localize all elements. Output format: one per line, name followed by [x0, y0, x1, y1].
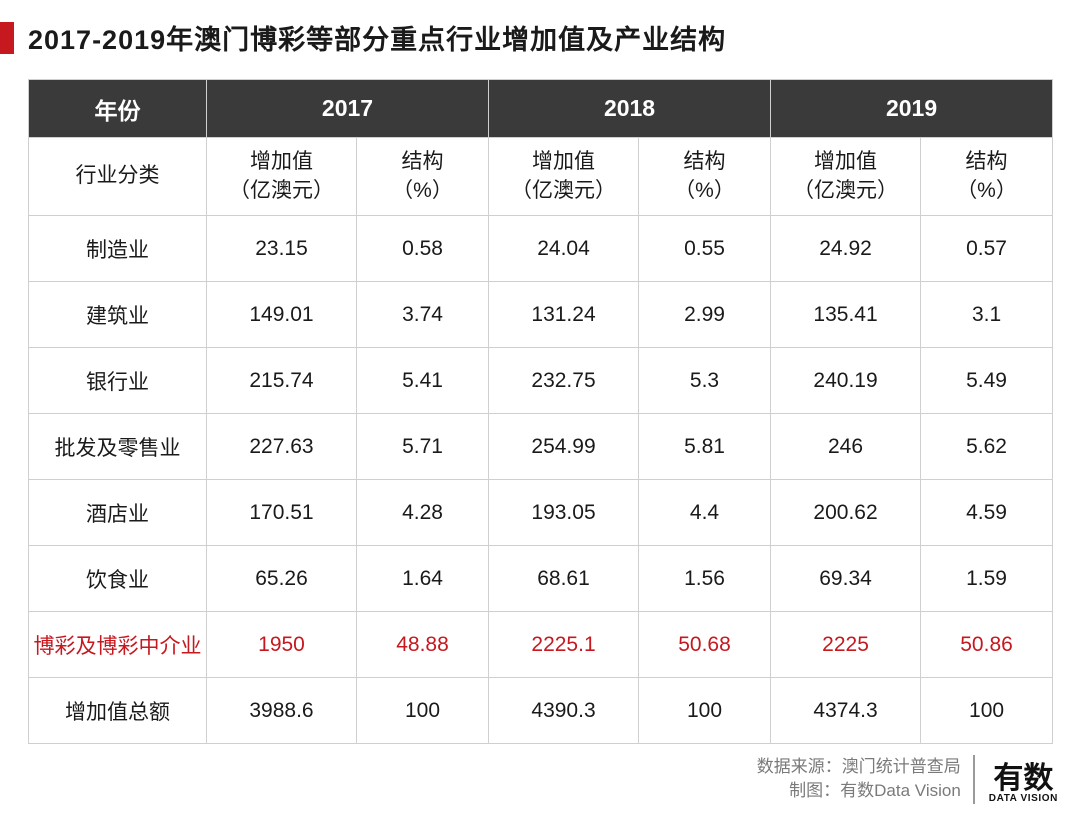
col-pct-2019: 结构（%）	[921, 138, 1053, 216]
header-row-years: 年份 2017 2018 2019	[29, 80, 1053, 138]
row-category: 制造业	[29, 216, 207, 282]
cell-value: 68.61	[489, 546, 639, 612]
col-pct-2018: 结构（%）	[639, 138, 771, 216]
row-category: 博彩及博彩中介业	[29, 612, 207, 678]
industry-table: 年份 2017 2018 2019 行业分类 增加值（亿澳元） 结构（%） 增加…	[28, 79, 1053, 744]
cell-value: 2225.1	[489, 612, 639, 678]
cell-value: 246	[771, 414, 921, 480]
cell-value: 149.01	[207, 282, 357, 348]
table-row: 制造业23.150.5824.040.5524.920.57	[29, 216, 1053, 282]
cell-value: 23.15	[207, 216, 357, 282]
table-row: 建筑业149.013.74131.242.99135.413.1	[29, 282, 1053, 348]
cell-value: 0.57	[921, 216, 1053, 282]
cell-value: 5.81	[639, 414, 771, 480]
year-2018: 2018	[489, 80, 771, 138]
cell-value: 50.86	[921, 612, 1053, 678]
cell-value: 2225	[771, 612, 921, 678]
cell-value: 50.68	[639, 612, 771, 678]
cell-value: 24.92	[771, 216, 921, 282]
cell-value: 227.63	[207, 414, 357, 480]
logo-cn: 有数	[993, 764, 1053, 794]
footer: 数据来源：澳门统计普查局 制图：有数Data Vision 有数 DATA VI…	[757, 755, 1058, 804]
credit-value: 有数Data Vision	[840, 781, 961, 800]
cell-value: 100	[921, 678, 1053, 744]
cell-value: 240.19	[771, 348, 921, 414]
table-row: 博彩及博彩中介业195048.882225.150.68222550.86	[29, 612, 1053, 678]
cell-value: 0.55	[639, 216, 771, 282]
row-category: 银行业	[29, 348, 207, 414]
cell-value: 65.26	[207, 546, 357, 612]
year-label: 年份	[29, 80, 207, 138]
cell-value: 1.64	[357, 546, 489, 612]
title-bar: 2017-2019年澳门博彩等部分重点行业增加值及产业结构	[0, 0, 1080, 71]
table-row: 银行业215.745.41232.755.3240.195.49	[29, 348, 1053, 414]
cell-value: 4.59	[921, 480, 1053, 546]
cell-value: 3988.6	[207, 678, 357, 744]
col-pct-2017: 结构（%）	[357, 138, 489, 216]
cell-value: 5.62	[921, 414, 1053, 480]
row-category: 酒店业	[29, 480, 207, 546]
cell-value: 131.24	[489, 282, 639, 348]
year-2019: 2019	[771, 80, 1053, 138]
cell-value: 1.56	[639, 546, 771, 612]
cell-value: 1.59	[921, 546, 1053, 612]
cell-value: 254.99	[489, 414, 639, 480]
cell-value: 4374.3	[771, 678, 921, 744]
cell-value: 135.41	[771, 282, 921, 348]
cell-value: 24.04	[489, 216, 639, 282]
table-row: 酒店业170.514.28193.054.4200.624.59	[29, 480, 1053, 546]
cell-value: 100	[639, 678, 771, 744]
table-body: 制造业23.150.5824.040.5524.920.57建筑业149.013…	[29, 216, 1053, 744]
cell-value: 5.3	[639, 348, 771, 414]
col-value-2018: 增加值（亿澳元）	[489, 138, 639, 216]
cell-value: 200.62	[771, 480, 921, 546]
col-value-2019: 增加值（亿澳元）	[771, 138, 921, 216]
row-category: 饮食业	[29, 546, 207, 612]
col-value-2017: 增加值（亿澳元）	[207, 138, 357, 216]
title-accent	[0, 22, 14, 54]
source-label: 数据来源：	[757, 757, 842, 776]
table-row: 饮食业65.261.6468.611.5669.341.59	[29, 546, 1053, 612]
cell-value: 193.05	[489, 480, 639, 546]
cell-value: 215.74	[207, 348, 357, 414]
logo: 有数 DATA VISION	[989, 764, 1058, 804]
cell-value: 3.74	[357, 282, 489, 348]
year-2017: 2017	[207, 80, 489, 138]
logo-en: DATA VISION	[989, 794, 1058, 804]
row-category: 批发及零售业	[29, 414, 207, 480]
cell-value: 5.71	[357, 414, 489, 480]
cell-value: 0.58	[357, 216, 489, 282]
credit-label: 制图：	[789, 781, 840, 800]
cell-value: 4390.3	[489, 678, 639, 744]
cell-value: 48.88	[357, 612, 489, 678]
footer-text: 数据来源：澳门统计普查局 制图：有数Data Vision	[757, 755, 975, 804]
cell-value: 5.41	[357, 348, 489, 414]
category-label: 行业分类	[29, 138, 207, 216]
cell-value: 1950	[207, 612, 357, 678]
page-title: 2017-2019年澳门博彩等部分重点行业增加值及产业结构	[28, 18, 726, 57]
cell-value: 4.4	[639, 480, 771, 546]
cell-value: 3.1	[921, 282, 1053, 348]
cell-value: 69.34	[771, 546, 921, 612]
header-row-sub: 行业分类 增加值（亿澳元） 结构（%） 增加值（亿澳元） 结构（%） 增加值（亿…	[29, 138, 1053, 216]
cell-value: 4.28	[357, 480, 489, 546]
table-row: 批发及零售业227.635.71254.995.812465.62	[29, 414, 1053, 480]
row-category: 建筑业	[29, 282, 207, 348]
cell-value: 232.75	[489, 348, 639, 414]
cell-value: 100	[357, 678, 489, 744]
row-category: 增加值总额	[29, 678, 207, 744]
table-row: 增加值总额3988.61004390.31004374.3100	[29, 678, 1053, 744]
cell-value: 5.49	[921, 348, 1053, 414]
cell-value: 170.51	[207, 480, 357, 546]
cell-value: 2.99	[639, 282, 771, 348]
source-value: 澳门统计普查局	[842, 757, 961, 776]
